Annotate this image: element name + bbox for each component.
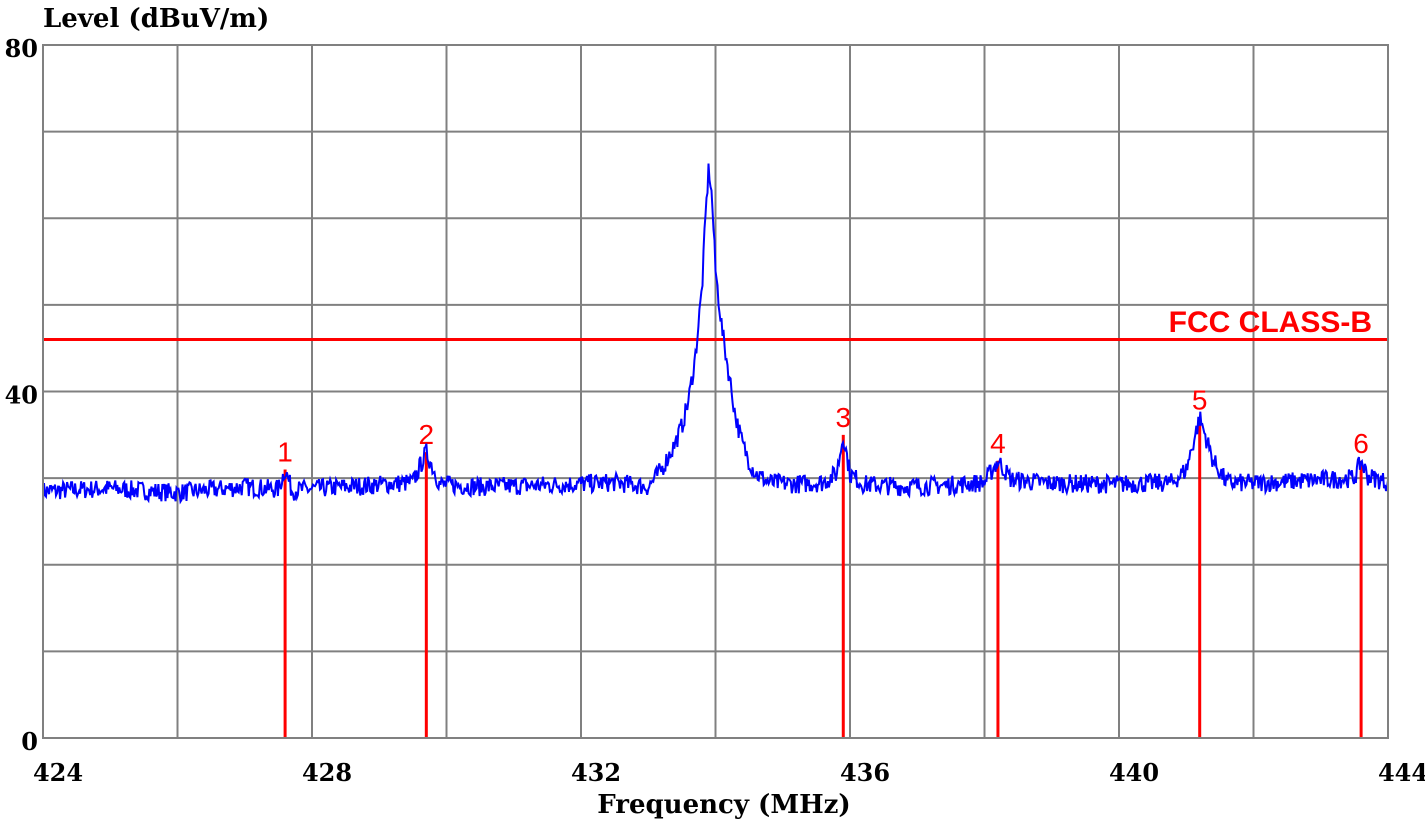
marker-lines: 1 2 3 4 5 6 <box>277 384 1369 738</box>
x-axis-title: Frequency (MHz) <box>597 790 850 820</box>
x-tick-label: 432 <box>571 758 621 787</box>
y-tick-label: 40 <box>5 381 38 410</box>
marker-label-3: 3 <box>835 402 851 433</box>
limit-label: FCC CLASS-B <box>1169 306 1372 339</box>
x-tick-labels: 424 428 432 436 440 444 <box>33 758 1425 787</box>
x-tick-label: 440 <box>1109 758 1159 787</box>
x-tick-label: 436 <box>840 758 890 787</box>
marker-label-4: 4 <box>990 428 1006 459</box>
y-tick-label: 0 <box>21 727 38 756</box>
x-tick-label: 424 <box>33 758 83 787</box>
x-tick-label: 444 <box>1378 758 1425 787</box>
marker-label-5: 5 <box>1192 384 1208 415</box>
plot-frame <box>42 44 1389 739</box>
y-tick-label: 80 <box>5 34 38 63</box>
marker-label-6: 6 <box>1353 428 1369 459</box>
y-tick-labels: 0 40 80 <box>5 34 38 756</box>
x-tick-label: 428 <box>302 758 352 787</box>
grid <box>43 45 1388 738</box>
series-line <box>42 163 1389 505</box>
marker-label-2: 2 <box>419 419 435 450</box>
marker-label-1: 1 <box>277 436 293 467</box>
y-axis-title: Level (dBuV/m) <box>43 4 269 34</box>
